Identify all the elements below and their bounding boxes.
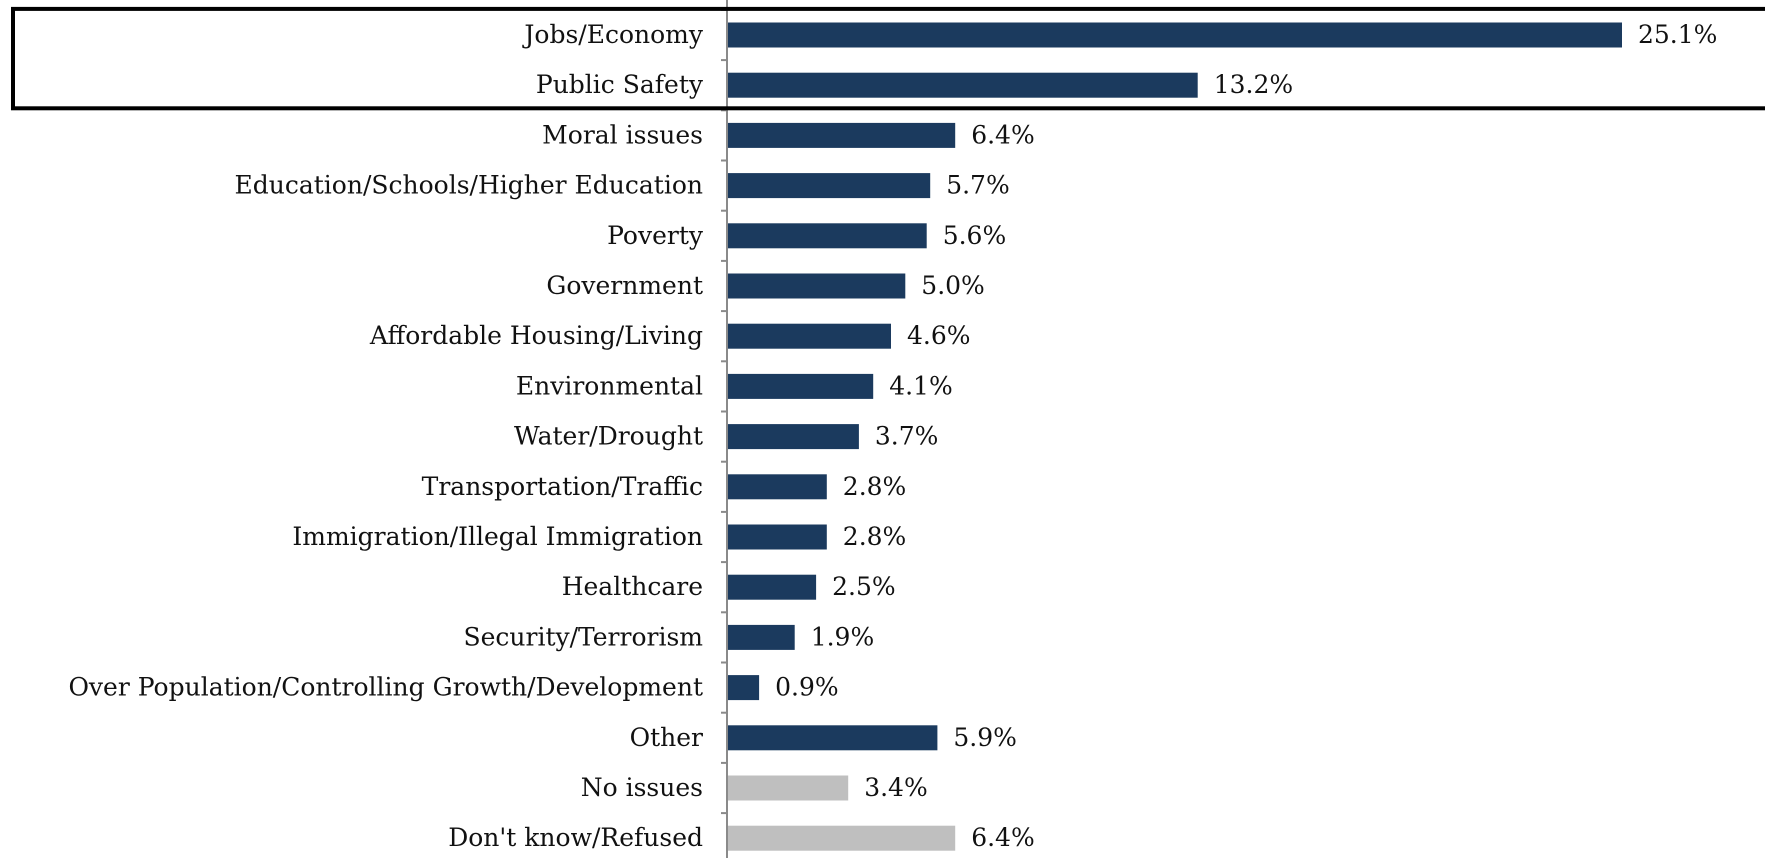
value-label: 5.9%: [953, 723, 1017, 752]
category-label: Poverty: [607, 221, 704, 250]
bar: [727, 624, 795, 650]
value-label: 25.1%: [1638, 20, 1717, 49]
bar: [727, 775, 849, 801]
value-label: 4.1%: [889, 371, 953, 400]
bar: [727, 825, 956, 851]
category-label: Don't know/Refused: [448, 823, 703, 852]
value-label: 5.6%: [943, 221, 1007, 250]
bar: [727, 474, 827, 500]
highlight-box: [11, 6, 1765, 111]
value-label: 4.6%: [907, 321, 971, 350]
bar: [727, 273, 906, 299]
value-label: 5.0%: [921, 271, 985, 300]
category-label: Moral issues: [542, 120, 703, 149]
bar: [727, 524, 827, 550]
labels-layer: Jobs/Economy 25.1% Public Safety 13.2% Moral…: [68, 20, 1717, 852]
value-label: 5.7%: [946, 171, 1010, 200]
category-label: Other: [630, 723, 703, 752]
bar: [727, 122, 956, 148]
value-label: 0.9%: [775, 673, 839, 702]
bar: [727, 574, 817, 600]
value-label: 6.4%: [971, 120, 1035, 149]
category-label: Immigration/Illegal Immigration: [292, 522, 703, 551]
category-label: Security/Terrorism: [463, 622, 703, 651]
category-label: Public Safety: [536, 70, 704, 99]
value-label: 6.4%: [971, 823, 1035, 852]
highlight-layer: [11, 6, 1765, 111]
value-label: 13.2%: [1214, 70, 1293, 99]
bar: [727, 675, 760, 701]
value-label: 3.7%: [875, 422, 939, 451]
value-label: 2.8%: [843, 522, 907, 551]
category-label: Transportation/Traffic: [422, 472, 703, 501]
category-label: Affordable Housing/Living: [369, 321, 703, 350]
bars-layer: [727, 22, 1622, 851]
bar: [727, 725, 938, 751]
category-label: Over Population/Controlling Growth/Devel…: [68, 673, 703, 702]
category-label: Water/Drought: [514, 422, 703, 451]
bar: [727, 323, 891, 349]
value-label: 2.5%: [832, 572, 896, 601]
category-label: Education/Schools/Higher Education: [234, 171, 703, 200]
category-label: Jobs/Economy: [521, 20, 703, 49]
category-label: No issues: [581, 773, 703, 802]
value-label: 3.4%: [864, 773, 928, 802]
category-label: Healthcare: [562, 572, 703, 601]
value-label: 2.8%: [843, 472, 907, 501]
category-label: Environmental: [516, 371, 703, 400]
bar: [727, 173, 931, 199]
bar: [727, 22, 1622, 48]
value-label: 1.9%: [811, 622, 875, 651]
bar: [727, 373, 874, 399]
bar: [727, 72, 1198, 98]
category-label: Government: [546, 271, 703, 300]
bar: [727, 223, 927, 249]
bar: [727, 424, 859, 450]
axis-layer: [721, 0, 728, 858]
